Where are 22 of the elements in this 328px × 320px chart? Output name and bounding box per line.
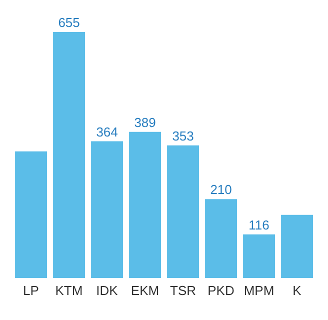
- x-tick-label: TSR: [170, 283, 196, 298]
- x-tick-label: IDK: [96, 283, 118, 298]
- x-tick-label: MPM: [244, 283, 274, 298]
- data-label: 655: [58, 15, 80, 30]
- x-tick-label: LP: [23, 283, 39, 298]
- bar: [129, 132, 162, 278]
- bar: [243, 234, 276, 278]
- data-label: 353: [172, 128, 194, 144]
- x-tick-label: PKD: [208, 283, 234, 298]
- bar: [91, 141, 124, 278]
- bar: [167, 145, 200, 278]
- data-label: 389: [134, 114, 156, 130]
- x-tick-label: EKM: [130, 283, 160, 298]
- x-tick-label: KTM: [55, 283, 83, 298]
- bar: [281, 214, 314, 278]
- data-label: 364: [96, 124, 118, 140]
- data-label: 210: [210, 182, 232, 198]
- x-tick-label: K: [292, 283, 302, 298]
- bar: [15, 151, 48, 278]
- bar: [205, 199, 238, 278]
- bar: [53, 32, 86, 278]
- data-label: 116: [248, 217, 270, 232]
